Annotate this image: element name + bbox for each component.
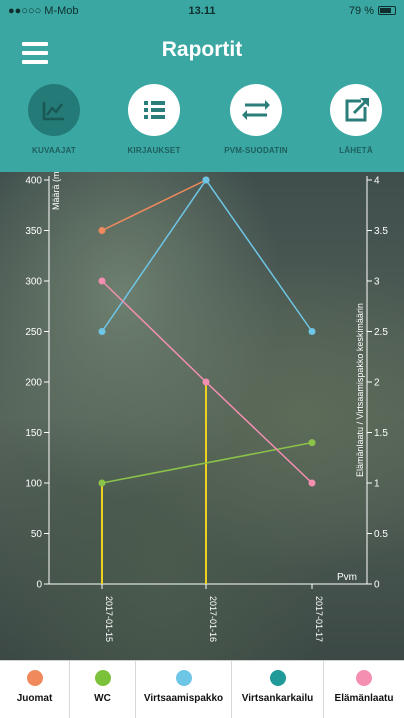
y-tick-label: 0 bbox=[36, 580, 42, 591]
legend-item-elamanlaatu[interactable]: Elämänlaatu bbox=[324, 661, 404, 718]
y2-tick-label: 3 bbox=[374, 277, 380, 288]
tab-pvm-suodatin[interactable]: PVM-SUODATIN bbox=[216, 84, 296, 155]
legend-item-wc[interactable]: WC bbox=[70, 661, 136, 718]
data-point bbox=[308, 439, 316, 447]
y-tick-label: 350 bbox=[25, 226, 42, 237]
y-axis-label: Määrä (ml) bbox=[51, 172, 61, 210]
y-tick-label: 400 bbox=[25, 176, 42, 187]
line-chart: 0 50 100 150 200 250 300 350 400 0 0.5 1 1.5 2 2.5 3 3.5… bbox=[25, 172, 388, 642]
y-tick-label: 200 bbox=[25, 378, 42, 389]
legend-item-juomat[interactable]: Juomat bbox=[0, 661, 70, 718]
y-tick-label: 100 bbox=[25, 479, 42, 490]
page-title: Raportit bbox=[161, 38, 243, 61]
legend-dot bbox=[26, 670, 43, 686]
x-tick-label: 2017-01-17 bbox=[314, 596, 324, 642]
chart-icon bbox=[28, 84, 80, 136]
y2-tick-label: 4 bbox=[374, 176, 380, 187]
legend-label: Elämänlaatu bbox=[334, 693, 394, 704]
data-point bbox=[308, 479, 316, 487]
legend-label: WC bbox=[94, 693, 111, 704]
data-point bbox=[202, 176, 210, 184]
x-tick-label: 2017-01-16 bbox=[208, 596, 218, 642]
tab-label: KIRJAUKSET bbox=[127, 146, 181, 155]
series-line bbox=[101, 179, 207, 232]
list-icon bbox=[128, 84, 180, 136]
share-icon bbox=[330, 84, 382, 136]
battery-percent: 79 % bbox=[348, 5, 374, 17]
tab-label: LÄHETÄ bbox=[339, 146, 373, 155]
x-axis-label: Pvm bbox=[337, 572, 357, 583]
data-point bbox=[308, 328, 316, 335]
y2-tick-label: 3.5 bbox=[374, 226, 388, 237]
legend-dot bbox=[175, 670, 192, 686]
legend-label: Virtsankarkailu bbox=[241, 693, 314, 704]
legend-item-virtsankarkailu[interactable]: Virtsankarkailu bbox=[232, 661, 324, 718]
tab-label: KUVAAJAT bbox=[32, 146, 76, 155]
data-point bbox=[98, 328, 106, 335]
data-point bbox=[202, 378, 210, 386]
filter-arrows-icon bbox=[230, 84, 282, 136]
series-line bbox=[101, 178, 313, 332]
battery-icon bbox=[378, 6, 396, 15]
y-tick-label: 150 bbox=[25, 428, 42, 439]
status-bar: ●●○○○ M-Mob 13.11 79 % bbox=[0, 0, 404, 22]
y-tick-label: 250 bbox=[25, 327, 42, 338]
menu-icon[interactable] bbox=[22, 42, 48, 64]
data-point bbox=[98, 227, 106, 234]
y2-tick-label: 2 bbox=[374, 378, 380, 389]
clock: 13.11 bbox=[188, 5, 216, 17]
y2-tick-label: 1 bbox=[374, 479, 380, 490]
legend: Juomat WC Virtsaamispakko Virtsankarkail… bbox=[0, 660, 404, 718]
y-tick-label: 300 bbox=[25, 277, 42, 288]
y-tick-label: 50 bbox=[31, 529, 43, 540]
tab-laheta[interactable]: LÄHETÄ bbox=[316, 84, 396, 155]
legend-dot bbox=[269, 670, 286, 686]
tab-label: PVM-SUODATIN bbox=[224, 146, 288, 155]
chart: 0 50 100 150 200 250 300 350 400 0 0.5 1 1.5 2 2.5 3 3.5… bbox=[0, 172, 404, 660]
y2-tick-label: 0 bbox=[374, 580, 380, 591]
tab-kirjaukset[interactable]: KIRJAUKSET bbox=[114, 84, 194, 155]
data-point bbox=[98, 479, 106, 487]
y2-tick-label: 0.5 bbox=[374, 529, 388, 540]
legend-dot bbox=[356, 670, 372, 686]
y2-tick-label: 1.5 bbox=[374, 428, 388, 439]
legend-label: Virtsaamispakko bbox=[143, 693, 224, 704]
legend-label: Juomat bbox=[16, 693, 53, 704]
y2-tick-label: 2.5 bbox=[374, 327, 388, 338]
app-header: Raportit KUVAAJAT KIRJAUKSET bbox=[0, 22, 404, 172]
carrier-label: ●●○○○ M-Mob bbox=[8, 5, 79, 17]
data-point bbox=[98, 277, 106, 285]
legend-item-virtsaamispakko[interactable]: Virtsaamispakko bbox=[136, 661, 232, 718]
legend-dot bbox=[94, 670, 111, 686]
y2-axis-label: Elämänlaatu / Virtsaamispakko keskimääri… bbox=[355, 303, 365, 477]
x-tick-label: 2017-01-15 bbox=[104, 596, 114, 642]
tab-kuvaajat[interactable]: KUVAAJAT bbox=[14, 84, 94, 155]
